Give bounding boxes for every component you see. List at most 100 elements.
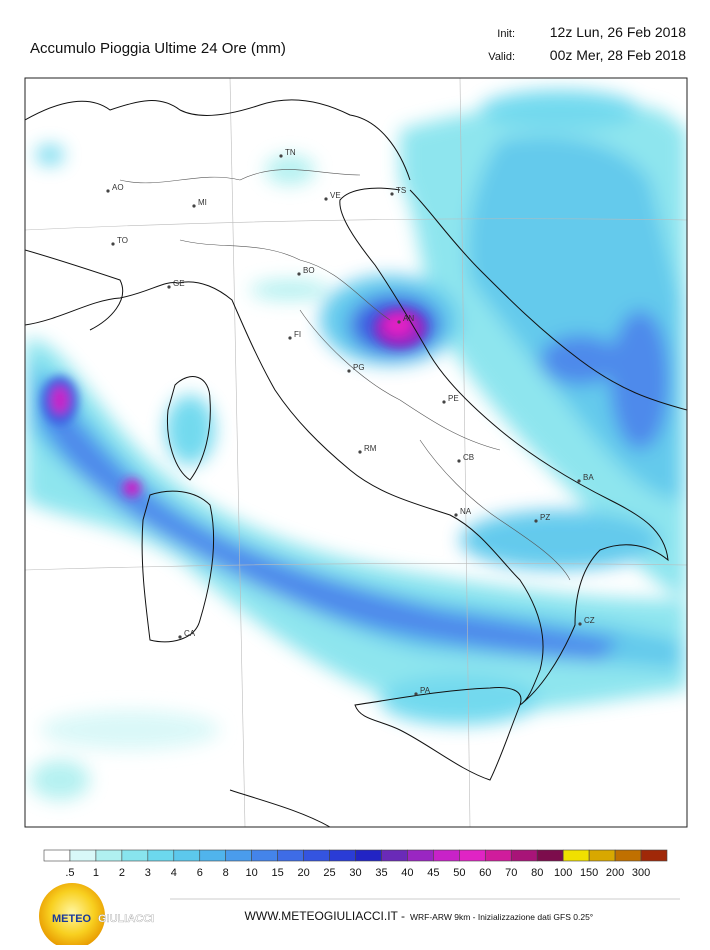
map: [25, 78, 687, 827]
legend-swatch: [381, 849, 408, 862]
legend-swatch: [69, 849, 97, 862]
city-label: PG: [353, 363, 365, 372]
legend-swatch: [199, 849, 227, 862]
logo-meteo: METEO: [52, 913, 92, 925]
title: Accumulo Pioggia Ultime 24 Ore (mm): [30, 40, 286, 57]
city-label: CA: [184, 629, 196, 638]
city-dot: [442, 400, 446, 404]
city-dot: [279, 154, 283, 158]
legend-swatch: [407, 849, 434, 862]
legend-swatch: [225, 849, 252, 862]
city-dot: [347, 369, 351, 373]
legend-swatch: [303, 849, 330, 862]
legend-label: .5: [65, 867, 74, 879]
city-label: FI: [294, 330, 301, 339]
city-dot: [358, 450, 362, 454]
city-label: NA: [460, 507, 472, 516]
city-label: MI: [198, 198, 207, 207]
legend-swatch: [173, 849, 201, 862]
city-label: BA: [583, 473, 594, 482]
logo: METEO GIULIACCI: [39, 883, 154, 949]
legend-swatch: [251, 849, 278, 862]
city-dot: [578, 622, 582, 626]
legend-label: 10: [246, 867, 258, 879]
legend-label: 6: [197, 867, 203, 879]
legend: .5 1 2 3 4 6 8 10 15 20 25 30 35 40 45 50 60 70 80 100 150 20…: [43, 849, 668, 879]
city-label: CB: [463, 453, 474, 462]
legend-swatch: [277, 849, 304, 862]
footer-site: WWW.METEOGIULIACCI.IT -: [245, 909, 405, 923]
city-label: VE: [330, 191, 341, 200]
city-label: TN: [285, 148, 296, 157]
city-label: CZ: [584, 616, 595, 625]
city-dot: [192, 204, 196, 208]
legend-swatch: [588, 849, 616, 862]
city-dot: [397, 320, 401, 324]
logo-giuliacci: GIULIACCI: [98, 913, 154, 925]
precipitation: [25, 90, 687, 800]
legend-swatch: [614, 849, 642, 862]
legend-label: 4: [171, 867, 177, 879]
city-dot: [414, 692, 418, 696]
city-label: BO: [303, 266, 315, 275]
legend-label: 1: [93, 867, 99, 879]
legend-swatch: [121, 849, 149, 862]
legend-label: 25: [323, 867, 335, 879]
city-dot: [167, 285, 171, 289]
legend-label: 50: [453, 867, 465, 879]
legend-label: 30: [349, 867, 361, 879]
legend-label: 3: [145, 867, 151, 879]
city-label: GE: [173, 279, 185, 288]
legend-label: 100: [554, 867, 572, 879]
legend-label: 35: [375, 867, 387, 879]
legend-label: 60: [479, 867, 491, 879]
legend-label: 20: [297, 867, 309, 879]
city-dot: [390, 192, 394, 196]
init-label: Init:: [497, 28, 515, 40]
legend-label: 150: [580, 867, 598, 879]
city-label: AO: [112, 183, 124, 192]
city-dot: [106, 189, 110, 193]
legend-label: 45: [427, 867, 439, 879]
city-label: PZ: [540, 513, 550, 522]
legend-swatch: [433, 849, 460, 862]
legend-label: 70: [505, 867, 517, 879]
city-dot: [297, 272, 301, 276]
city-dot: [577, 479, 581, 483]
city-dot: [111, 242, 115, 246]
city-label: RM: [364, 444, 377, 453]
legend-swatch: [640, 849, 668, 862]
legend-swatch: [484, 849, 512, 862]
coastlines: [25, 99, 687, 827]
legend-swatch: [147, 849, 175, 862]
footer-note: WRF-ARW 9km - Inizializzazione dati GFS …: [410, 912, 593, 922]
city-label: PE: [448, 394, 459, 403]
init-time: 12z Lun, 26 Feb 2018: [550, 24, 686, 40]
city-label: TS: [396, 186, 406, 195]
graticule: [25, 78, 687, 827]
city-dot: [288, 336, 292, 340]
legend-label: 200: [606, 867, 624, 879]
legend-swatch: [562, 849, 590, 862]
valid-label: Valid:: [488, 51, 515, 63]
city-label: AN: [403, 314, 414, 323]
city-dot: [178, 635, 182, 639]
borders: [119, 169, 571, 581]
legend-swatch: [43, 849, 71, 862]
city-dot: [457, 459, 461, 463]
valid-time: 00z Mer, 28 Feb 2018: [550, 47, 686, 63]
city-label: PA: [420, 686, 431, 695]
legend-swatch: [95, 849, 123, 862]
city-labels: AO MI TO GE TN VE TS BO FI AN PG PE RM CB BA NA PZ CZ CA PA: [106, 148, 595, 696]
legend-swatch: [355, 849, 382, 862]
legend-label: 15: [272, 867, 284, 879]
legend-swatch: [536, 849, 564, 862]
legend-swatch: [329, 849, 356, 862]
legend-label: 8: [223, 867, 229, 879]
legend-label: 40: [401, 867, 413, 879]
map-frame: [24, 77, 688, 828]
city-dot: [454, 513, 458, 517]
city-dot: [324, 197, 328, 201]
city-dot: [534, 519, 538, 523]
